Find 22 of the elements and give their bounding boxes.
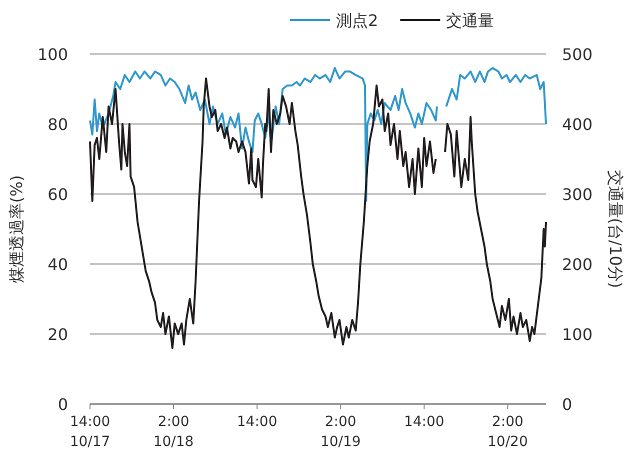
y2-tick-label: 0 bbox=[562, 395, 572, 414]
legend-label: 交通量 bbox=[446, 11, 494, 30]
y-tick-label: 80 bbox=[48, 115, 68, 134]
x-tick-label: 14:00 bbox=[404, 414, 444, 430]
x-tick-label: 2:00 10/19 bbox=[320, 414, 361, 450]
y-tick-label: 20 bbox=[48, 325, 68, 344]
y2-axis-title: 交通量(台/10分) bbox=[606, 170, 625, 288]
y-tick-label: 60 bbox=[48, 185, 68, 204]
y2-tick-label: 500 bbox=[562, 45, 593, 64]
y2-tick-label: 400 bbox=[562, 115, 593, 134]
y2-tick-label: 200 bbox=[562, 255, 593, 274]
y2-tick-label: 300 bbox=[562, 185, 593, 204]
y-tick-label: 100 bbox=[37, 45, 68, 64]
y2-tick-label: 100 bbox=[562, 325, 593, 344]
y-tick-label: 0 bbox=[58, 395, 68, 414]
x-tick-label: 2:00 10/20 bbox=[488, 414, 528, 450]
legend-label: 測点2 bbox=[336, 11, 378, 30]
y-axis-title: 煤煙透過率(%) bbox=[7, 175, 26, 283]
x-tick-label: 14:00 bbox=[236, 414, 278, 430]
x-tick-label: 14:00 10/17 bbox=[70, 414, 110, 450]
y-tick-label: 40 bbox=[48, 255, 68, 274]
x-tick-label: 2:00 10/18 bbox=[153, 414, 194, 450]
